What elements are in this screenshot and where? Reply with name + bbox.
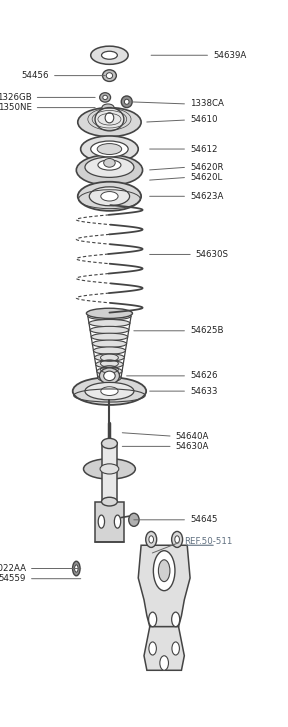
- Ellipse shape: [101, 51, 118, 60]
- Ellipse shape: [91, 141, 128, 157]
- Text: 54620R: 54620R: [190, 163, 223, 172]
- Ellipse shape: [98, 515, 105, 528]
- Ellipse shape: [114, 515, 121, 528]
- Ellipse shape: [149, 642, 156, 655]
- Text: 54633: 54633: [190, 387, 217, 395]
- Text: 54630S: 54630S: [196, 250, 229, 259]
- Text: 54610: 54610: [190, 116, 217, 124]
- Text: 1326GB: 1326GB: [0, 93, 32, 102]
- Ellipse shape: [85, 157, 134, 177]
- Ellipse shape: [100, 464, 119, 474]
- Ellipse shape: [93, 347, 126, 354]
- Ellipse shape: [149, 536, 154, 543]
- Text: 54625B: 54625B: [190, 326, 223, 335]
- Bar: [95, 502, 124, 542]
- Ellipse shape: [96, 361, 123, 368]
- Ellipse shape: [103, 70, 116, 81]
- Ellipse shape: [89, 187, 130, 206]
- Ellipse shape: [172, 642, 179, 655]
- Text: 54623A: 54623A: [190, 192, 223, 201]
- Ellipse shape: [124, 99, 129, 104]
- Text: REF.50-511: REF.50-511: [184, 537, 233, 546]
- Ellipse shape: [75, 565, 78, 572]
- Polygon shape: [138, 545, 190, 627]
- Text: 1350NE: 1350NE: [0, 103, 32, 112]
- Ellipse shape: [97, 368, 122, 375]
- Text: 54630A: 54630A: [176, 442, 209, 451]
- Ellipse shape: [98, 160, 121, 170]
- Text: 54639A: 54639A: [213, 51, 246, 60]
- Text: 54620L: 54620L: [190, 173, 222, 182]
- Ellipse shape: [104, 371, 115, 381]
- Ellipse shape: [86, 308, 132, 318]
- Ellipse shape: [129, 513, 139, 526]
- Ellipse shape: [106, 73, 113, 79]
- Text: 54456: 54456: [22, 71, 49, 80]
- Ellipse shape: [92, 340, 126, 348]
- Ellipse shape: [175, 536, 179, 543]
- Ellipse shape: [101, 438, 118, 449]
- Text: 54640A: 54640A: [176, 432, 209, 441]
- Ellipse shape: [95, 108, 124, 131]
- Ellipse shape: [121, 96, 132, 108]
- Ellipse shape: [100, 92, 111, 103]
- Ellipse shape: [78, 108, 141, 137]
- Ellipse shape: [81, 136, 138, 162]
- Ellipse shape: [146, 531, 157, 547]
- Ellipse shape: [78, 182, 141, 211]
- Ellipse shape: [101, 191, 118, 201]
- Ellipse shape: [73, 561, 80, 576]
- Text: 54645: 54645: [190, 515, 217, 524]
- Ellipse shape: [101, 387, 118, 395]
- Ellipse shape: [101, 497, 118, 506]
- Ellipse shape: [105, 113, 114, 123]
- Ellipse shape: [97, 144, 122, 154]
- Text: 1338CA: 1338CA: [190, 100, 224, 108]
- Ellipse shape: [84, 459, 135, 479]
- Text: 54626: 54626: [190, 371, 217, 380]
- Ellipse shape: [172, 531, 183, 547]
- Ellipse shape: [103, 95, 107, 100]
- Ellipse shape: [149, 612, 157, 627]
- Ellipse shape: [85, 382, 134, 400]
- Bar: [101, 443, 118, 502]
- Ellipse shape: [76, 155, 143, 185]
- Ellipse shape: [172, 612, 180, 627]
- Text: 54559: 54559: [0, 574, 26, 583]
- Ellipse shape: [98, 374, 121, 382]
- Ellipse shape: [89, 319, 130, 326]
- Ellipse shape: [153, 551, 175, 590]
- Ellipse shape: [73, 377, 146, 405]
- Ellipse shape: [94, 354, 124, 361]
- Ellipse shape: [91, 46, 128, 64]
- Polygon shape: [144, 627, 184, 670]
- Ellipse shape: [99, 368, 120, 384]
- Ellipse shape: [88, 313, 131, 320]
- Text: 1022AA: 1022AA: [0, 564, 26, 573]
- Ellipse shape: [104, 158, 115, 167]
- Ellipse shape: [90, 326, 129, 334]
- Ellipse shape: [102, 104, 114, 111]
- Ellipse shape: [158, 560, 170, 582]
- Text: 54612: 54612: [190, 145, 217, 153]
- Ellipse shape: [160, 656, 168, 670]
- Ellipse shape: [91, 333, 128, 340]
